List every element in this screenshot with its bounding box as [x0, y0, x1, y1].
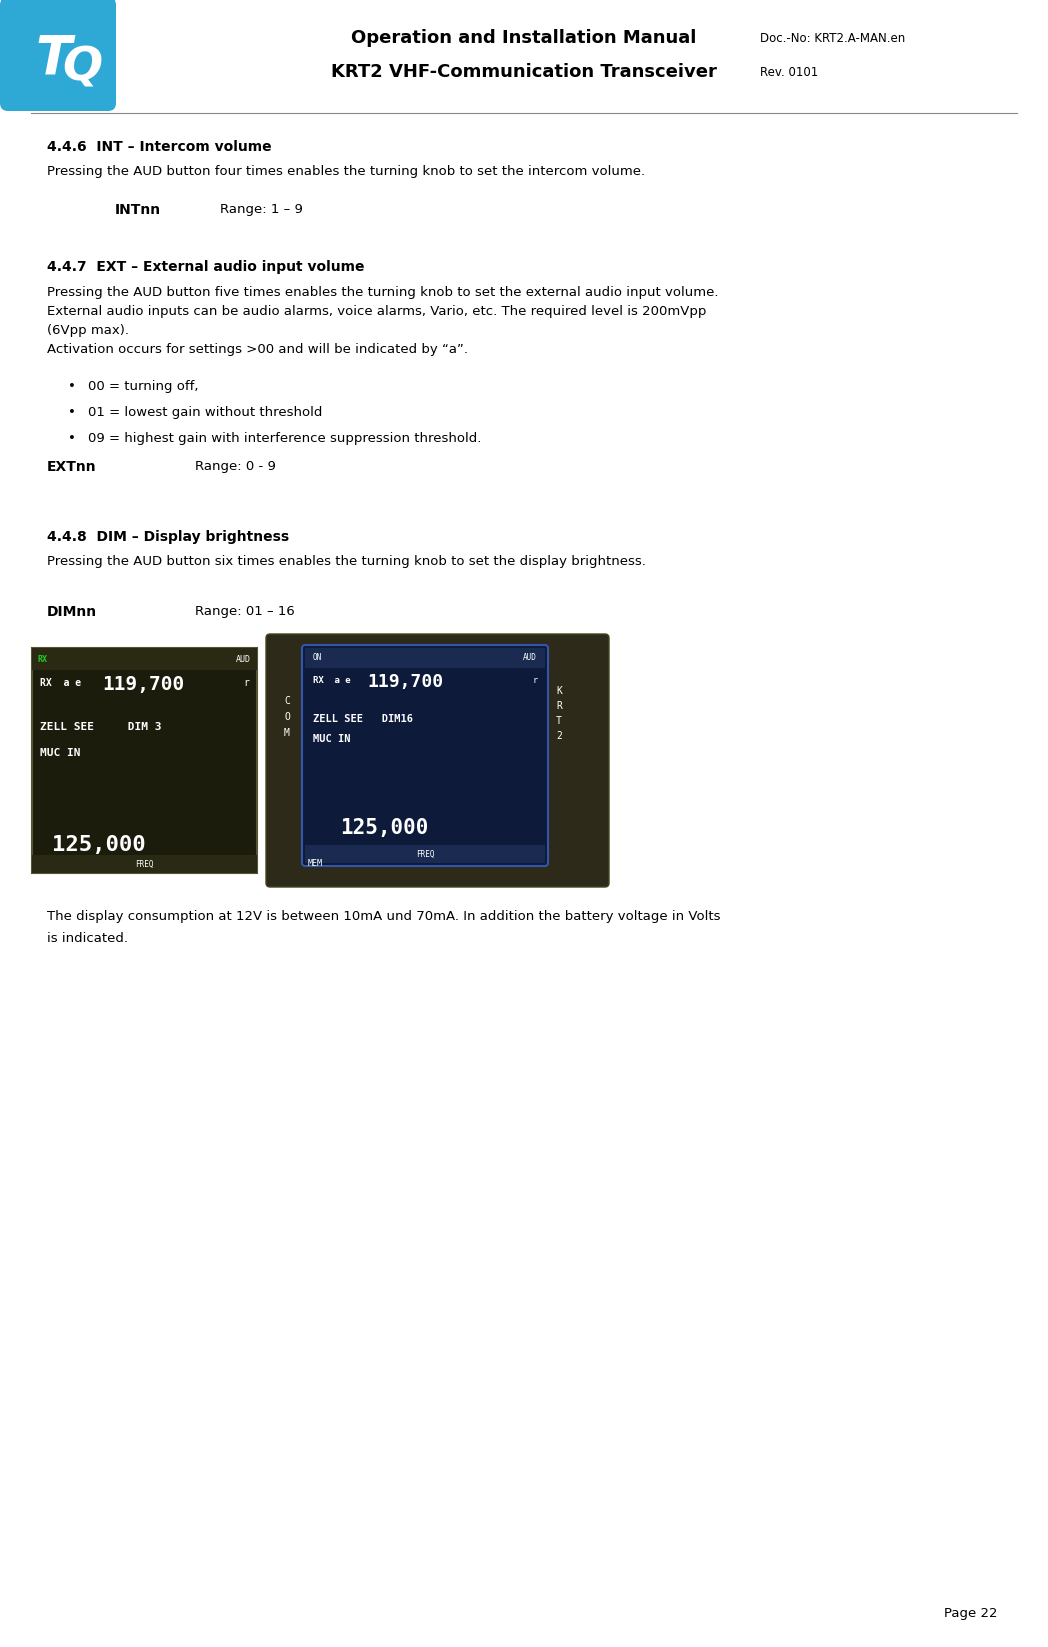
Text: 09 = highest gain with interference suppression threshold.: 09 = highest gain with interference supp… — [88, 432, 481, 445]
Text: Range: 0 - 9: Range: 0 - 9 — [195, 460, 276, 473]
Text: RX  a e: RX a e — [40, 679, 81, 688]
Text: M: M — [284, 728, 290, 738]
Text: 4.4.6  INT – Intercom volume: 4.4.6 INT – Intercom volume — [47, 140, 271, 155]
Text: •: • — [68, 380, 75, 394]
Text: INTnn: INTnn — [115, 203, 161, 217]
Text: T: T — [556, 716, 562, 726]
Text: MUC IN: MUC IN — [40, 748, 81, 758]
Text: Operation and Installation Manual: Operation and Installation Manual — [351, 30, 697, 48]
Text: Rev. 0101: Rev. 0101 — [760, 66, 818, 79]
Text: 00 = turning off,: 00 = turning off, — [88, 380, 198, 394]
Text: Pressing the AUD button six times enables the turning knob to set the display br: Pressing the AUD button six times enable… — [47, 555, 646, 568]
Text: (6Vpp max).: (6Vpp max). — [47, 324, 129, 338]
Text: DIMnn: DIMnn — [47, 604, 97, 619]
Text: r: r — [533, 675, 538, 685]
Text: ZELL SEE   DIM16: ZELL SEE DIM16 — [313, 715, 413, 725]
Text: 125,000: 125,000 — [52, 835, 146, 855]
Text: Doc.-No: KRT2.A-MAN.en: Doc.-No: KRT2.A-MAN.en — [760, 31, 905, 44]
Text: Pressing the AUD button four times enables the turning knob to set the intercom : Pressing the AUD button four times enabl… — [47, 165, 646, 178]
Text: •: • — [68, 432, 75, 445]
Text: Q: Q — [62, 46, 102, 91]
Text: MEM: MEM — [308, 858, 323, 868]
Text: K: K — [556, 687, 562, 697]
FancyBboxPatch shape — [32, 647, 257, 873]
Text: T: T — [35, 31, 71, 84]
Text: 125,000: 125,000 — [340, 819, 429, 838]
Text: AUD: AUD — [523, 654, 537, 662]
Text: 4.4.8  DIM – Display brightness: 4.4.8 DIM – Display brightness — [47, 530, 289, 544]
FancyBboxPatch shape — [32, 855, 257, 873]
Text: 119,700: 119,700 — [367, 674, 443, 692]
Text: 01 = lowest gain without threshold: 01 = lowest gain without threshold — [88, 407, 323, 418]
FancyBboxPatch shape — [0, 0, 116, 110]
Text: ZELL SEE     DIM 3: ZELL SEE DIM 3 — [40, 721, 161, 731]
Text: ON: ON — [313, 654, 322, 662]
FancyBboxPatch shape — [266, 634, 609, 888]
FancyBboxPatch shape — [32, 647, 257, 670]
Text: 119,700: 119,700 — [102, 675, 184, 693]
Text: Range: 1 – 9: Range: 1 – 9 — [220, 203, 303, 216]
Text: Page 22: Page 22 — [944, 1607, 998, 1621]
Text: Activation occurs for settings >00 and will be indicated by “a”.: Activation occurs for settings >00 and w… — [47, 343, 468, 356]
Text: is indicated.: is indicated. — [47, 932, 128, 945]
Text: MUC IN: MUC IN — [313, 735, 350, 744]
Text: •: • — [68, 407, 75, 418]
Text: Range: 01 – 16: Range: 01 – 16 — [195, 604, 294, 618]
Text: FREQ: FREQ — [135, 860, 154, 868]
FancyBboxPatch shape — [305, 845, 545, 863]
Text: RX  a e: RX a e — [313, 675, 351, 685]
Text: EXTnn: EXTnn — [47, 460, 96, 474]
Text: KRT2 VHF-Communication Transceiver: KRT2 VHF-Communication Transceiver — [331, 63, 717, 81]
FancyBboxPatch shape — [305, 647, 545, 669]
Text: 2: 2 — [556, 731, 562, 741]
Text: 4.4.7  EXT – External audio input volume: 4.4.7 EXT – External audio input volume — [47, 260, 365, 273]
Text: The display consumption at 12V is between 10mA und 70mA. In addition the battery: The display consumption at 12V is betwee… — [47, 911, 721, 922]
Text: External audio inputs can be audio alarms, voice alarms, Vario, etc. The require: External audio inputs can be audio alarm… — [47, 305, 706, 318]
Text: AUD: AUD — [236, 654, 252, 664]
Text: O: O — [284, 712, 290, 721]
Text: R: R — [556, 702, 562, 712]
Text: Pressing the AUD button five times enables the turning knob to set the external : Pressing the AUD button five times enabl… — [47, 287, 719, 300]
Text: r: r — [243, 679, 248, 688]
Text: FREQ: FREQ — [416, 850, 434, 858]
Text: RX: RX — [38, 654, 48, 664]
Text: C: C — [284, 697, 290, 707]
FancyBboxPatch shape — [302, 646, 548, 866]
